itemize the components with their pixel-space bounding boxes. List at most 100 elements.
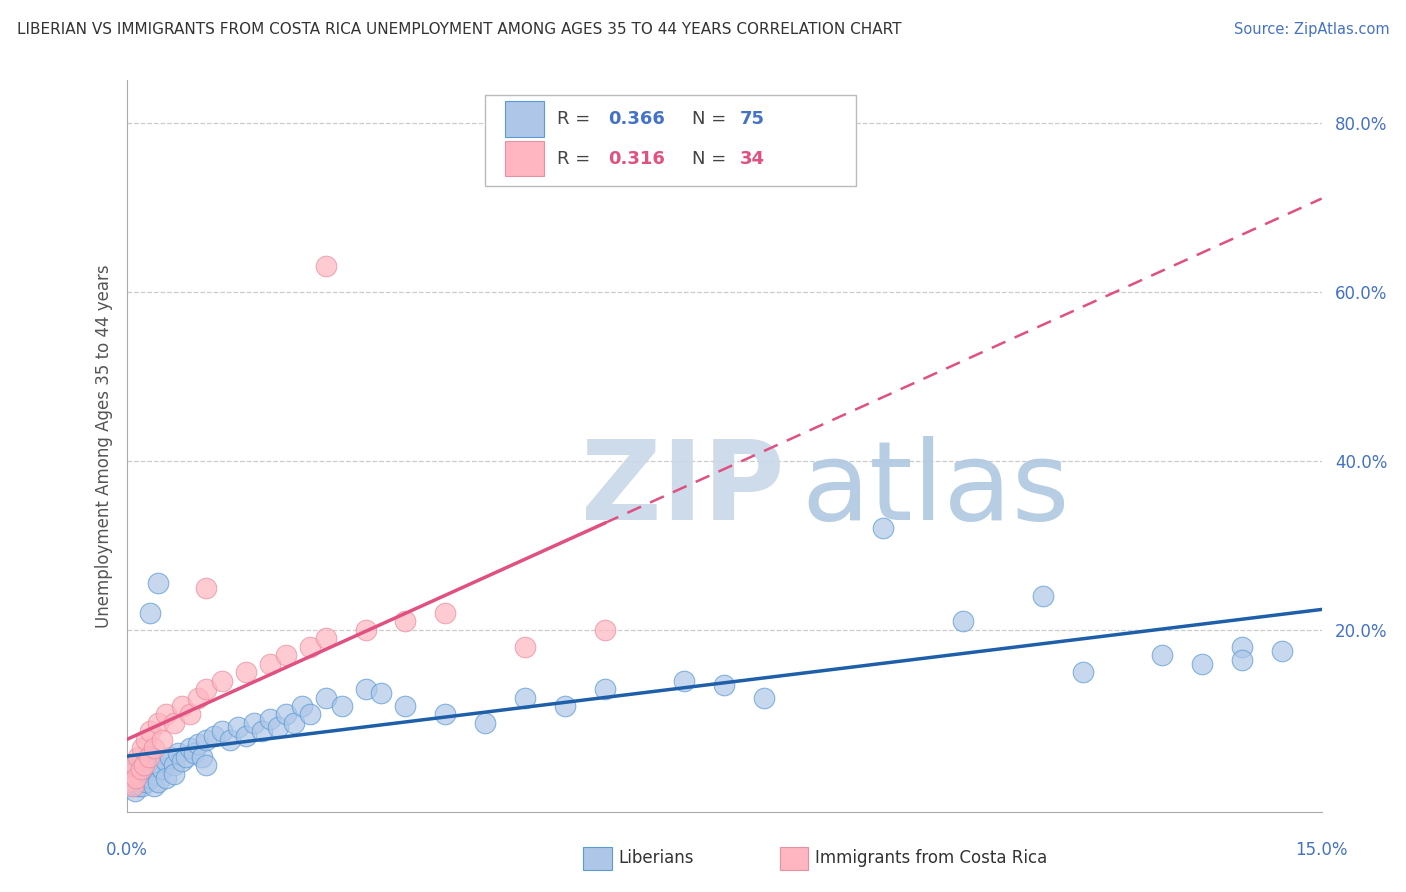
Point (138, 763, 160, 777)
Point (127, 780, 149, 794)
Point (163, 715, 186, 730)
Point (513, 690, 536, 705)
Point (120, 766, 142, 780)
Point (1191, 657, 1213, 671)
Text: ZIP: ZIP (581, 436, 785, 543)
Point (370, 686, 392, 700)
Point (115, 771, 138, 785)
Text: 75: 75 (740, 110, 765, 128)
Point (143, 766, 166, 780)
Text: Immigrants from Costa Rica: Immigrants from Costa Rica (815, 849, 1047, 867)
Point (283, 715, 305, 730)
Point (143, 741, 166, 756)
Point (148, 758, 170, 772)
Point (135, 758, 157, 772)
Point (554, 699, 576, 714)
Point (259, 712, 281, 726)
Point (174, 749, 197, 764)
Point (125, 771, 148, 785)
Point (291, 699, 314, 714)
Point (127, 766, 149, 780)
Point (148, 775, 170, 789)
Text: 0.366: 0.366 (609, 110, 665, 128)
Point (474, 715, 496, 730)
Point (330, 699, 353, 714)
Point (155, 771, 177, 785)
Point (1271, 644, 1294, 658)
Text: R =: R = (557, 110, 596, 128)
Text: R =: R = (557, 150, 596, 168)
Point (226, 720, 249, 734)
Point (131, 780, 153, 794)
Point (139, 771, 162, 785)
Point (235, 729, 257, 743)
Text: atlas: atlas (801, 436, 1070, 543)
Point (434, 707, 457, 722)
Point (243, 715, 266, 730)
Point (163, 758, 186, 772)
Point (1032, 589, 1054, 603)
Point (187, 690, 209, 705)
Point (122, 780, 145, 794)
Point (752, 690, 775, 705)
Point (132, 758, 155, 772)
Text: 0.0%: 0.0% (105, 841, 148, 859)
Point (394, 615, 416, 629)
Point (195, 581, 218, 595)
Point (211, 673, 233, 688)
Point (211, 724, 233, 739)
Text: N =: N = (692, 110, 731, 128)
Point (259, 657, 281, 671)
Point (1071, 665, 1094, 680)
Point (120, 766, 142, 780)
Point (202, 729, 225, 743)
Point (298, 640, 321, 654)
Point (124, 758, 146, 772)
Point (124, 783, 146, 797)
Text: Source: ZipAtlas.com: Source: ZipAtlas.com (1233, 22, 1389, 37)
Point (172, 754, 194, 768)
Point (131, 741, 153, 756)
Point (1230, 652, 1253, 666)
Text: 15.0%: 15.0% (1295, 841, 1348, 859)
Point (298, 707, 321, 722)
Point (274, 707, 297, 722)
Point (315, 632, 337, 646)
Point (195, 758, 218, 772)
Point (148, 715, 170, 730)
Point (124, 763, 146, 777)
Point (394, 699, 416, 714)
Point (139, 606, 162, 620)
Text: LIBERIAN VS IMMIGRANTS FROM COSTA RICA UNEMPLOYMENT AMONG AGES 35 TO 44 YEARS CO: LIBERIAN VS IMMIGRANTS FROM COSTA RICA U… (17, 22, 901, 37)
Text: 0.316: 0.316 (609, 150, 665, 168)
Point (172, 699, 194, 714)
Bar (505, 141, 544, 176)
Point (131, 754, 153, 768)
Point (593, 623, 616, 637)
Point (135, 732, 157, 747)
Point (139, 724, 162, 739)
Point (135, 775, 157, 789)
Point (183, 746, 205, 760)
Point (1152, 648, 1174, 663)
Text: N =: N = (692, 150, 731, 168)
Point (129, 775, 152, 789)
Point (125, 771, 148, 785)
Point (219, 732, 242, 747)
Point (179, 707, 201, 722)
Point (122, 758, 145, 772)
Point (129, 763, 152, 777)
Point (354, 623, 377, 637)
FancyBboxPatch shape (485, 95, 855, 186)
Point (167, 746, 190, 760)
Point (195, 682, 218, 697)
Point (143, 780, 166, 794)
Point (191, 749, 214, 764)
Y-axis label: Unemployment Among Ages 35 to 44 years: Unemployment Among Ages 35 to 44 years (94, 264, 112, 628)
Point (148, 576, 170, 591)
Point (187, 737, 209, 751)
Point (434, 606, 457, 620)
Point (179, 741, 201, 756)
Point (250, 724, 273, 739)
Point (138, 749, 160, 764)
